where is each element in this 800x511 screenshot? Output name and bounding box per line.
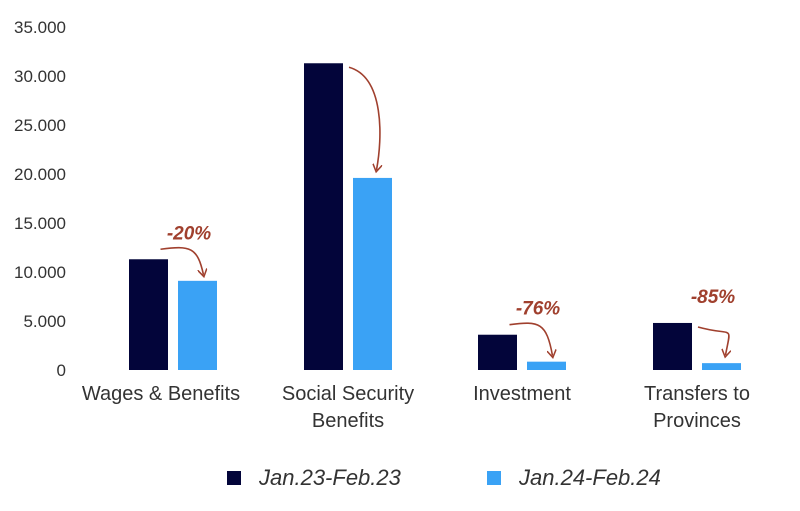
category-label-line: Social Security: [282, 383, 414, 405]
category-label-line: Provinces: [653, 410, 741, 432]
bar-series-2: [527, 361, 566, 370]
bar-series-1: [653, 322, 692, 370]
category-label: Social Security Benefits: [282, 383, 414, 432]
change-arrow: [509, 322, 553, 355]
bar-series-2: [702, 363, 741, 370]
legend: Jan.23-Feb.23 Jan.24-Feb.24: [227, 465, 661, 490]
change-arrow: [160, 246, 204, 275]
change-arrows: [160, 66, 729, 355]
y-tick-label: 20.000: [14, 165, 66, 184]
change-annotation: -76%: [516, 299, 560, 320]
category-label-line: Investment: [473, 383, 571, 405]
y-tick-label: 15.000: [14, 214, 66, 233]
legend-label: Jan.24-Feb.24: [518, 465, 661, 490]
bar-series-1: [304, 63, 343, 370]
category-label-line: Wages & Benefits: [82, 383, 240, 405]
y-axis: 0 5.000 10.000 15.000 20.000 25.000 30.000 35.0…: [14, 18, 66, 380]
category-label: Wages & Benefits: [82, 383, 240, 405]
y-tick-label: 30.000: [14, 67, 66, 86]
bar-series-1: [478, 334, 517, 370]
y-tick-label: 10.000: [14, 263, 66, 282]
change-annotation: -85%: [691, 287, 735, 308]
category-label-line: Benefits: [312, 410, 384, 432]
change-arrow: [697, 326, 729, 355]
y-tick-label: 5.000: [23, 312, 66, 331]
bar-series-2: [353, 177, 392, 370]
legend-swatch: [487, 471, 501, 485]
change-arrow: [348, 66, 380, 170]
bars: [129, 63, 741, 370]
y-tick-label: 25.000: [14, 116, 66, 135]
legend-label: Jan.23-Feb.23: [258, 465, 402, 490]
bar-series-2: [178, 280, 217, 370]
category-label: Transfers to Provinces: [644, 383, 750, 432]
bar-series-1: [129, 259, 168, 370]
y-tick-label: 0: [57, 361, 66, 380]
x-axis: Wages & Benefits Social Security Benefits I…: [82, 383, 750, 432]
change-annotation: -20%: [167, 223, 211, 244]
category-label: Investment: [473, 383, 571, 405]
change-annotations: -20%-37%-76%-85%: [167, 223, 735, 320]
y-tick-label: 35.000: [14, 18, 66, 37]
legend-swatch: [227, 471, 241, 485]
category-label-line: Transfers to: [644, 383, 750, 405]
